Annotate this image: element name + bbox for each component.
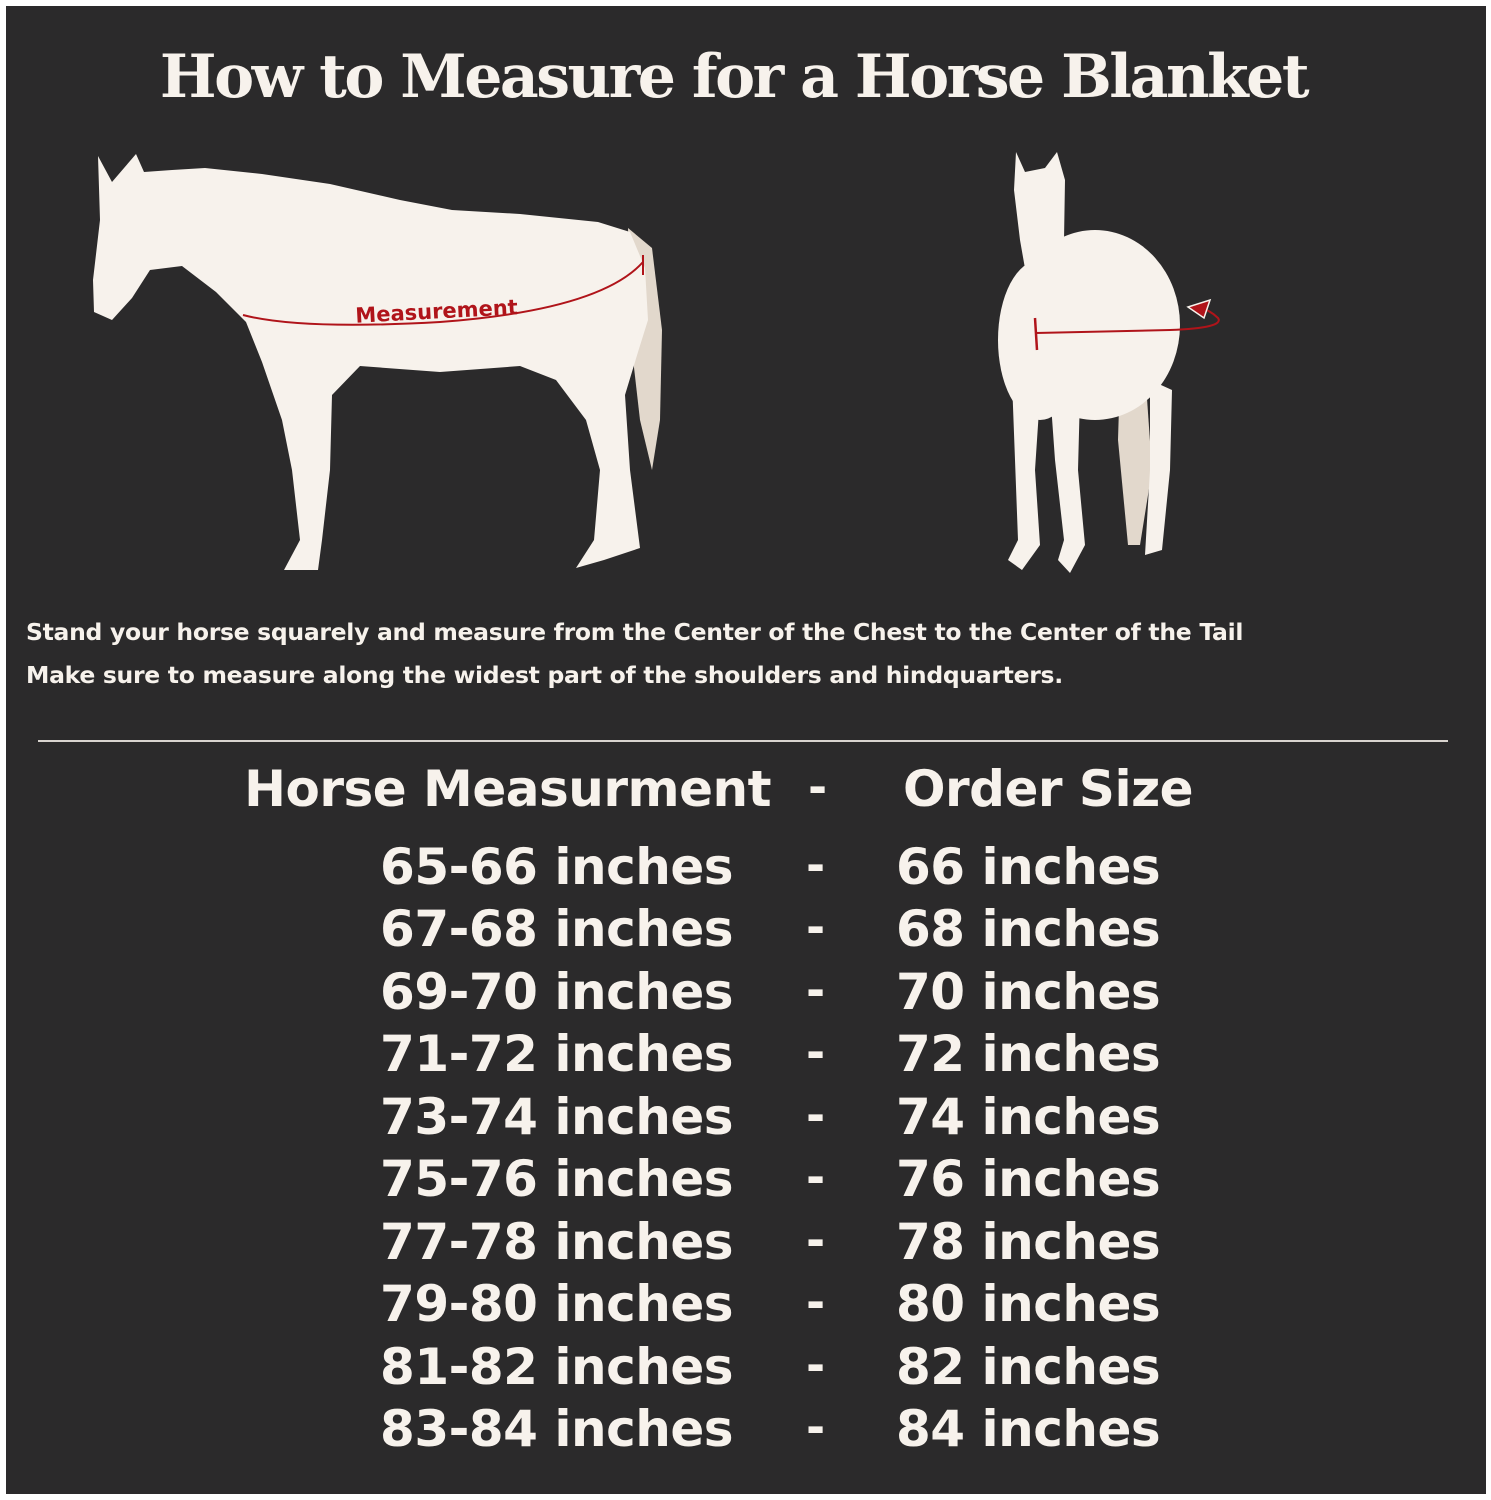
measurement-cell: 67-68 inches	[380, 900, 733, 958]
page-title: How to Measure for a Horse Blanket	[159, 42, 1310, 112]
table-row: 79-80 inches - 80 inches	[0, 1275, 1491, 1337]
measurement-cell: 73-74 inches	[380, 1088, 733, 1146]
separator: -	[806, 1213, 826, 1267]
measurement-cell: 75-76 inches	[380, 1150, 733, 1208]
measurement-cell: 81-82 inches	[380, 1338, 733, 1396]
size-cell: 76 inches	[896, 1150, 1161, 1208]
table-row: 69-70 inches - 70 inches	[0, 963, 1491, 1025]
size-cell: 66 inches	[896, 838, 1161, 896]
table-row: 71-72 inches - 72 inches	[0, 1025, 1491, 1087]
header-separator: -	[808, 760, 828, 814]
size-cell: 82 inches	[896, 1338, 1161, 1396]
measurement-cell: 83-84 inches	[380, 1400, 733, 1458]
separator: -	[806, 1088, 826, 1142]
separator: -	[806, 900, 826, 954]
table-row: 65-66 inches - 66 inches	[0, 838, 1491, 900]
divider	[38, 740, 1448, 742]
table-row: 75-76 inches - 76 inches	[0, 1150, 1491, 1212]
table-row: 81-82 inches - 82 inches	[0, 1338, 1491, 1400]
instruction-line-2: Make sure to measure along the widest pa…	[26, 661, 1063, 689]
size-cell: 68 inches	[896, 900, 1161, 958]
separator: -	[806, 1400, 826, 1454]
header-measurement: Horse Measurment	[244, 760, 771, 818]
front-horse-legs	[1008, 380, 1172, 573]
table-row: 77-78 inches - 78 inches	[0, 1213, 1491, 1275]
size-cell: 74 inches	[896, 1088, 1161, 1146]
arrow-head-icon	[1186, 298, 1212, 320]
measurement-cell: 69-70 inches	[380, 963, 733, 1021]
front-horse-chest	[998, 260, 1082, 420]
size-cell: 80 inches	[896, 1275, 1161, 1333]
separator: -	[806, 963, 826, 1017]
front-horse-tail	[1118, 370, 1152, 545]
separator: -	[806, 1275, 826, 1329]
header-order-size: Order Size	[903, 760, 1194, 818]
side-horse-body	[93, 154, 648, 570]
instruction-line-1: Stand your horse squarely and measure fr…	[26, 618, 1244, 646]
front-horse-head	[1014, 152, 1065, 297]
front-view-horse	[998, 152, 1220, 573]
table-header: Horse Measurment - Order Size	[0, 760, 1491, 822]
table-row: 83-84 inches - 84 inches	[0, 1400, 1491, 1462]
separator: -	[806, 1338, 826, 1392]
size-cell: 70 inches	[896, 963, 1161, 1021]
measurement-cell: 77-78 inches	[380, 1213, 733, 1271]
size-cell: 72 inches	[896, 1025, 1161, 1083]
measurement-cell: 71-72 inches	[380, 1025, 733, 1083]
measurement-line	[242, 261, 644, 326]
separator: -	[806, 1150, 826, 1204]
size-cell: 84 inches	[896, 1400, 1161, 1458]
side-view-horse: Measurement	[93, 154, 662, 570]
measurement-cell: 65-66 inches	[380, 838, 733, 896]
measurement-cell: 79-80 inches	[380, 1275, 733, 1333]
separator: -	[806, 838, 826, 892]
horse-diagrams: Measurement	[93, 152, 1220, 573]
separator: -	[806, 1025, 826, 1079]
girth-start-tick	[1033, 317, 1039, 351]
size-cell: 78 inches	[896, 1213, 1161, 1271]
table-row: 67-68 inches - 68 inches	[0, 900, 1491, 962]
table-row: 73-74 inches - 74 inches	[0, 1088, 1491, 1150]
